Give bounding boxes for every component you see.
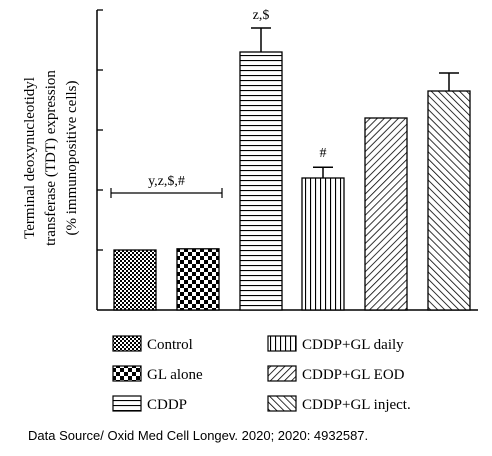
y-axis-label-line-2: transferase (TDT) expression xyxy=(43,70,59,246)
bar-2 xyxy=(239,51,283,311)
legend-swatch-2 xyxy=(112,365,142,382)
bar-0 xyxy=(113,249,157,311)
annotation-0: y,z,$,# xyxy=(148,174,185,189)
bar-4 xyxy=(364,117,408,311)
y-axis-label-line-1: Terminal deoxynucleotidyl xyxy=(22,77,38,239)
legend-label-5: CDDP+GL inject. xyxy=(302,397,411,413)
bar-5 xyxy=(427,90,471,311)
bar-1 xyxy=(176,248,220,311)
annotation-2: # xyxy=(320,146,327,161)
legend-swatch-0 xyxy=(112,335,142,352)
legend-label-1: CDDP+GL daily xyxy=(302,337,404,353)
bar-3 xyxy=(301,177,345,311)
legend-swatch-5 xyxy=(267,395,297,412)
data-source-note: Data Source/ Oxid Med Cell Longev. 2020;… xyxy=(28,428,369,443)
bars xyxy=(113,27,471,311)
annotations: y,z,$,# z,$ # xyxy=(110,8,327,198)
legend-label-4: CDDP xyxy=(147,397,187,413)
axes xyxy=(96,9,478,311)
legend-swatch-3 xyxy=(267,365,297,382)
legend: Control CDDP+GL daily GL alone CDDP+GL EOD C… xyxy=(112,335,411,413)
legend-label-0: Control xyxy=(147,337,193,353)
annotation-1: z,$ xyxy=(253,8,270,23)
legend-label-3: CDDP+GL EOD xyxy=(302,367,405,383)
y-axis-label-line-3: (% immunopositive cells) xyxy=(64,81,80,236)
legend-label-2: GL alone xyxy=(147,367,203,383)
legend-swatch-1 xyxy=(267,335,297,352)
legend-swatch-4 xyxy=(112,395,142,412)
